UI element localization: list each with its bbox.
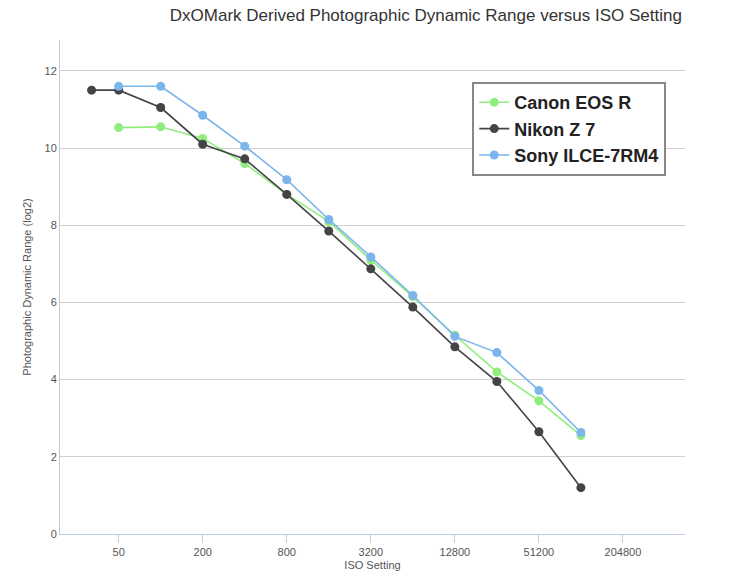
- svg-text:2: 2: [51, 451, 57, 463]
- svg-text:Photographic Dynamic Range (lo: Photographic Dynamic Range (log2): [21, 198, 33, 375]
- svg-text:200: 200: [194, 546, 212, 558]
- svg-text:6: 6: [51, 296, 57, 308]
- svg-text:0: 0: [51, 528, 57, 540]
- svg-text:12: 12: [45, 65, 57, 77]
- svg-text:12800: 12800: [440, 546, 471, 558]
- svg-text:3200: 3200: [359, 546, 383, 558]
- svg-text:ISO Setting: ISO Setting: [344, 559, 400, 571]
- svg-text:51200: 51200: [524, 546, 555, 558]
- svg-text:8: 8: [51, 219, 57, 231]
- svg-text:204800: 204800: [605, 546, 642, 558]
- svg-text:Sony ILCE-7RM4: Sony ILCE-7RM4: [514, 146, 658, 166]
- svg-text:4: 4: [51, 373, 57, 385]
- svg-text:Canon EOS R: Canon EOS R: [514, 93, 631, 113]
- svg-text:800: 800: [278, 546, 296, 558]
- svg-text:10: 10: [45, 142, 57, 154]
- svg-text:DxOMark Derived Photographic D: DxOMark Derived Photographic Dynamic Ran…: [170, 6, 682, 25]
- svg-text:50: 50: [113, 546, 125, 558]
- svg-text:Nikon Z 7: Nikon Z 7: [514, 120, 595, 140]
